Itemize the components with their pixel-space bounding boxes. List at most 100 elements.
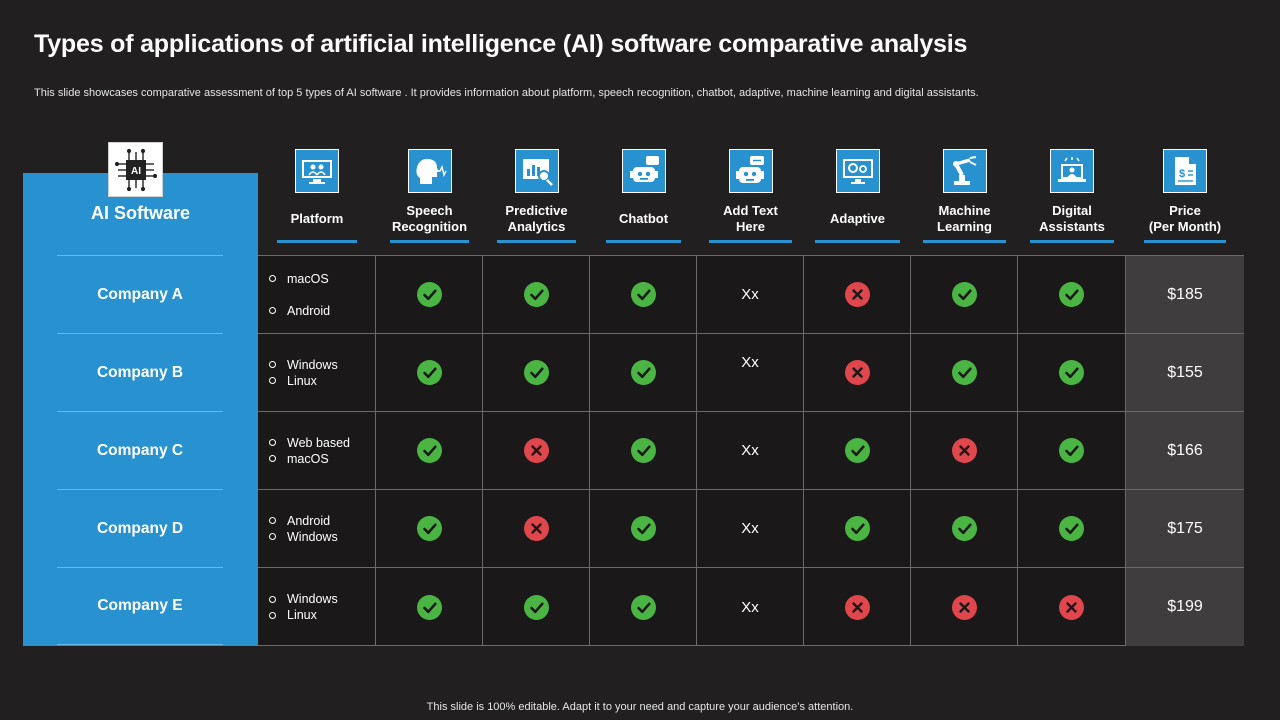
feature-cell <box>911 256 1018 334</box>
platform-name: Android <box>287 513 331 528</box>
platform-item: Windows <box>269 529 338 545</box>
column-header: Digital Assistants <box>1018 149 1126 245</box>
price-document-icon: $ <box>1163 149 1207 193</box>
check-circle-icon <box>951 282 977 307</box>
column-header-underline <box>390 240 469 243</box>
platform-name: Linux <box>287 608 317 622</box>
head-sound-wave-icon <box>407 149 452 193</box>
column-header: Speech Recognition <box>376 149 483 245</box>
column-header: Predictive Analytics <box>483 149 590 245</box>
circle-bullet-icon <box>269 611 276 619</box>
feature-cell <box>376 256 483 334</box>
circle-bullet-icon <box>269 377 276 384</box>
feature-cell <box>911 412 1018 490</box>
column-header-label: Platform <box>290 211 344 226</box>
check-circle-icon <box>844 438 870 463</box>
assistant-laptop-icon <box>1050 149 1094 193</box>
circle-bullet-icon <box>269 517 276 524</box>
platform-cell: Web based macOS <box>258 412 376 490</box>
feature-cell <box>376 412 483 490</box>
check-circle-icon <box>951 360 977 385</box>
column-header: Machine Learning <box>911 149 1018 245</box>
check-circle-icon <box>630 516 656 541</box>
svg-text:AI: AI <box>131 166 141 177</box>
column-header-label: Price (Per Month) <box>1148 203 1222 234</box>
platform-list: macOS Android <box>269 271 330 319</box>
column-header: Adaptive <box>804 149 911 245</box>
platform-cell: Windows Linux <box>258 568 376 646</box>
platform-name: macOS <box>287 271 329 286</box>
cross-circle-icon <box>951 594 977 620</box>
cross-circle-icon <box>523 516 549 541</box>
feature-cell <box>911 568 1018 646</box>
price-cell: $175 <box>1126 490 1244 568</box>
cross-circle-icon <box>844 594 870 620</box>
cross-circle-icon <box>523 438 549 463</box>
price-cell: $155 <box>1126 334 1244 412</box>
column-header-label: Digital Assistants <box>1039 203 1105 234</box>
column-header-label: Adaptive <box>830 211 885 226</box>
check-circle-icon <box>416 438 442 463</box>
feature-cell <box>376 568 483 646</box>
company-name: Company D <box>57 489 223 567</box>
column-header-underline <box>1030 240 1114 243</box>
price-cell: $185 <box>1126 256 1244 334</box>
platform-item: Web based <box>269 435 350 451</box>
feature-cell <box>483 490 590 568</box>
company-name: Company E <box>57 567 223 645</box>
platform-item: Android <box>269 303 330 319</box>
cross-circle-icon <box>951 438 977 463</box>
screen-gears-icon <box>835 149 880 193</box>
check-circle-icon <box>951 516 977 541</box>
company-name: Company B <box>57 333 223 411</box>
feature-cell <box>911 334 1018 412</box>
platform-cell: Windows Linux <box>258 334 376 412</box>
check-circle-icon <box>416 282 442 307</box>
text-cell: Xx <box>697 490 804 568</box>
check-circle-icon <box>1059 282 1084 307</box>
platform-item: Linux <box>269 373 338 389</box>
column-header: $ Price (Per Month) <box>1126 149 1244 245</box>
feature-cell <box>804 334 911 412</box>
check-circle-icon <box>1059 516 1084 541</box>
feature-cell <box>483 256 590 334</box>
svg-text:$: $ <box>1179 168 1185 180</box>
feature-cell <box>590 490 697 568</box>
feature-cell <box>1018 412 1126 490</box>
circle-bullet-icon <box>269 533 276 540</box>
column-header-label: Add Text Here <box>723 203 778 234</box>
text-cell: Xx <box>697 334 804 412</box>
slide-subtitle: This slide showcases comparative assessm… <box>34 87 979 99</box>
cross-circle-icon <box>844 282 870 307</box>
text-cell: Xx <box>697 568 804 646</box>
column-header-underline <box>709 240 792 243</box>
chart-magnifier-icon <box>514 149 559 193</box>
column-header-label: Speech Recognition <box>391 203 468 234</box>
ai-chip-icon: AI <box>108 142 163 197</box>
monitor-people-icon <box>295 149 339 193</box>
check-circle-icon <box>416 516 442 541</box>
robot-chat-icon <box>621 149 666 193</box>
check-circle-icon <box>523 360 549 385</box>
price-cell: $166 <box>1126 412 1244 490</box>
circle-bullet-icon <box>269 439 276 446</box>
feature-cell <box>1018 568 1126 646</box>
column-header-label: Machine Learning <box>937 203 992 234</box>
check-circle-icon <box>1059 360 1084 385</box>
row-header-title: AI Software <box>90 203 191 223</box>
check-circle-icon <box>630 438 656 463</box>
feature-cell <box>376 334 483 412</box>
feature-cell <box>483 412 590 490</box>
feature-cell <box>590 412 697 490</box>
column-header-underline <box>497 240 576 243</box>
column-header-underline <box>923 240 1006 243</box>
platform-item: Linux <box>269 607 338 623</box>
platform-item: macOS <box>269 271 330 287</box>
platform-name: Windows <box>287 529 338 544</box>
platform-item: Windows <box>269 591 338 607</box>
text-cell: Xx <box>697 412 804 490</box>
platform-item: Windows <box>269 357 338 373</box>
platform-name: Windows <box>287 357 338 372</box>
check-circle-icon <box>523 594 549 620</box>
